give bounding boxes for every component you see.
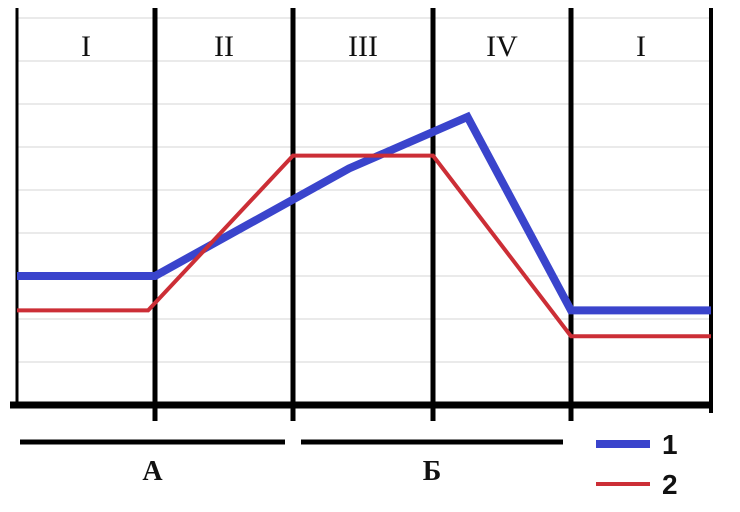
phase-labels: I II III IV I — [81, 30, 646, 63]
phase-dividers — [15, 8, 713, 421]
phase-label: IV — [486, 30, 518, 63]
series-lines — [17, 111, 711, 339]
legend-label: 1 — [662, 429, 678, 460]
phase-label: III — [348, 30, 378, 63]
group-label: Б — [423, 456, 442, 487]
legend: 12 — [596, 429, 678, 500]
series-line-1 — [17, 111, 711, 315]
group-label: А — [142, 456, 163, 487]
series-line-2 — [17, 153, 711, 339]
phase-label: I — [636, 30, 646, 63]
legend-label: 2 — [662, 469, 678, 500]
phase-label: II — [214, 30, 234, 63]
phase-label: I — [81, 30, 91, 63]
